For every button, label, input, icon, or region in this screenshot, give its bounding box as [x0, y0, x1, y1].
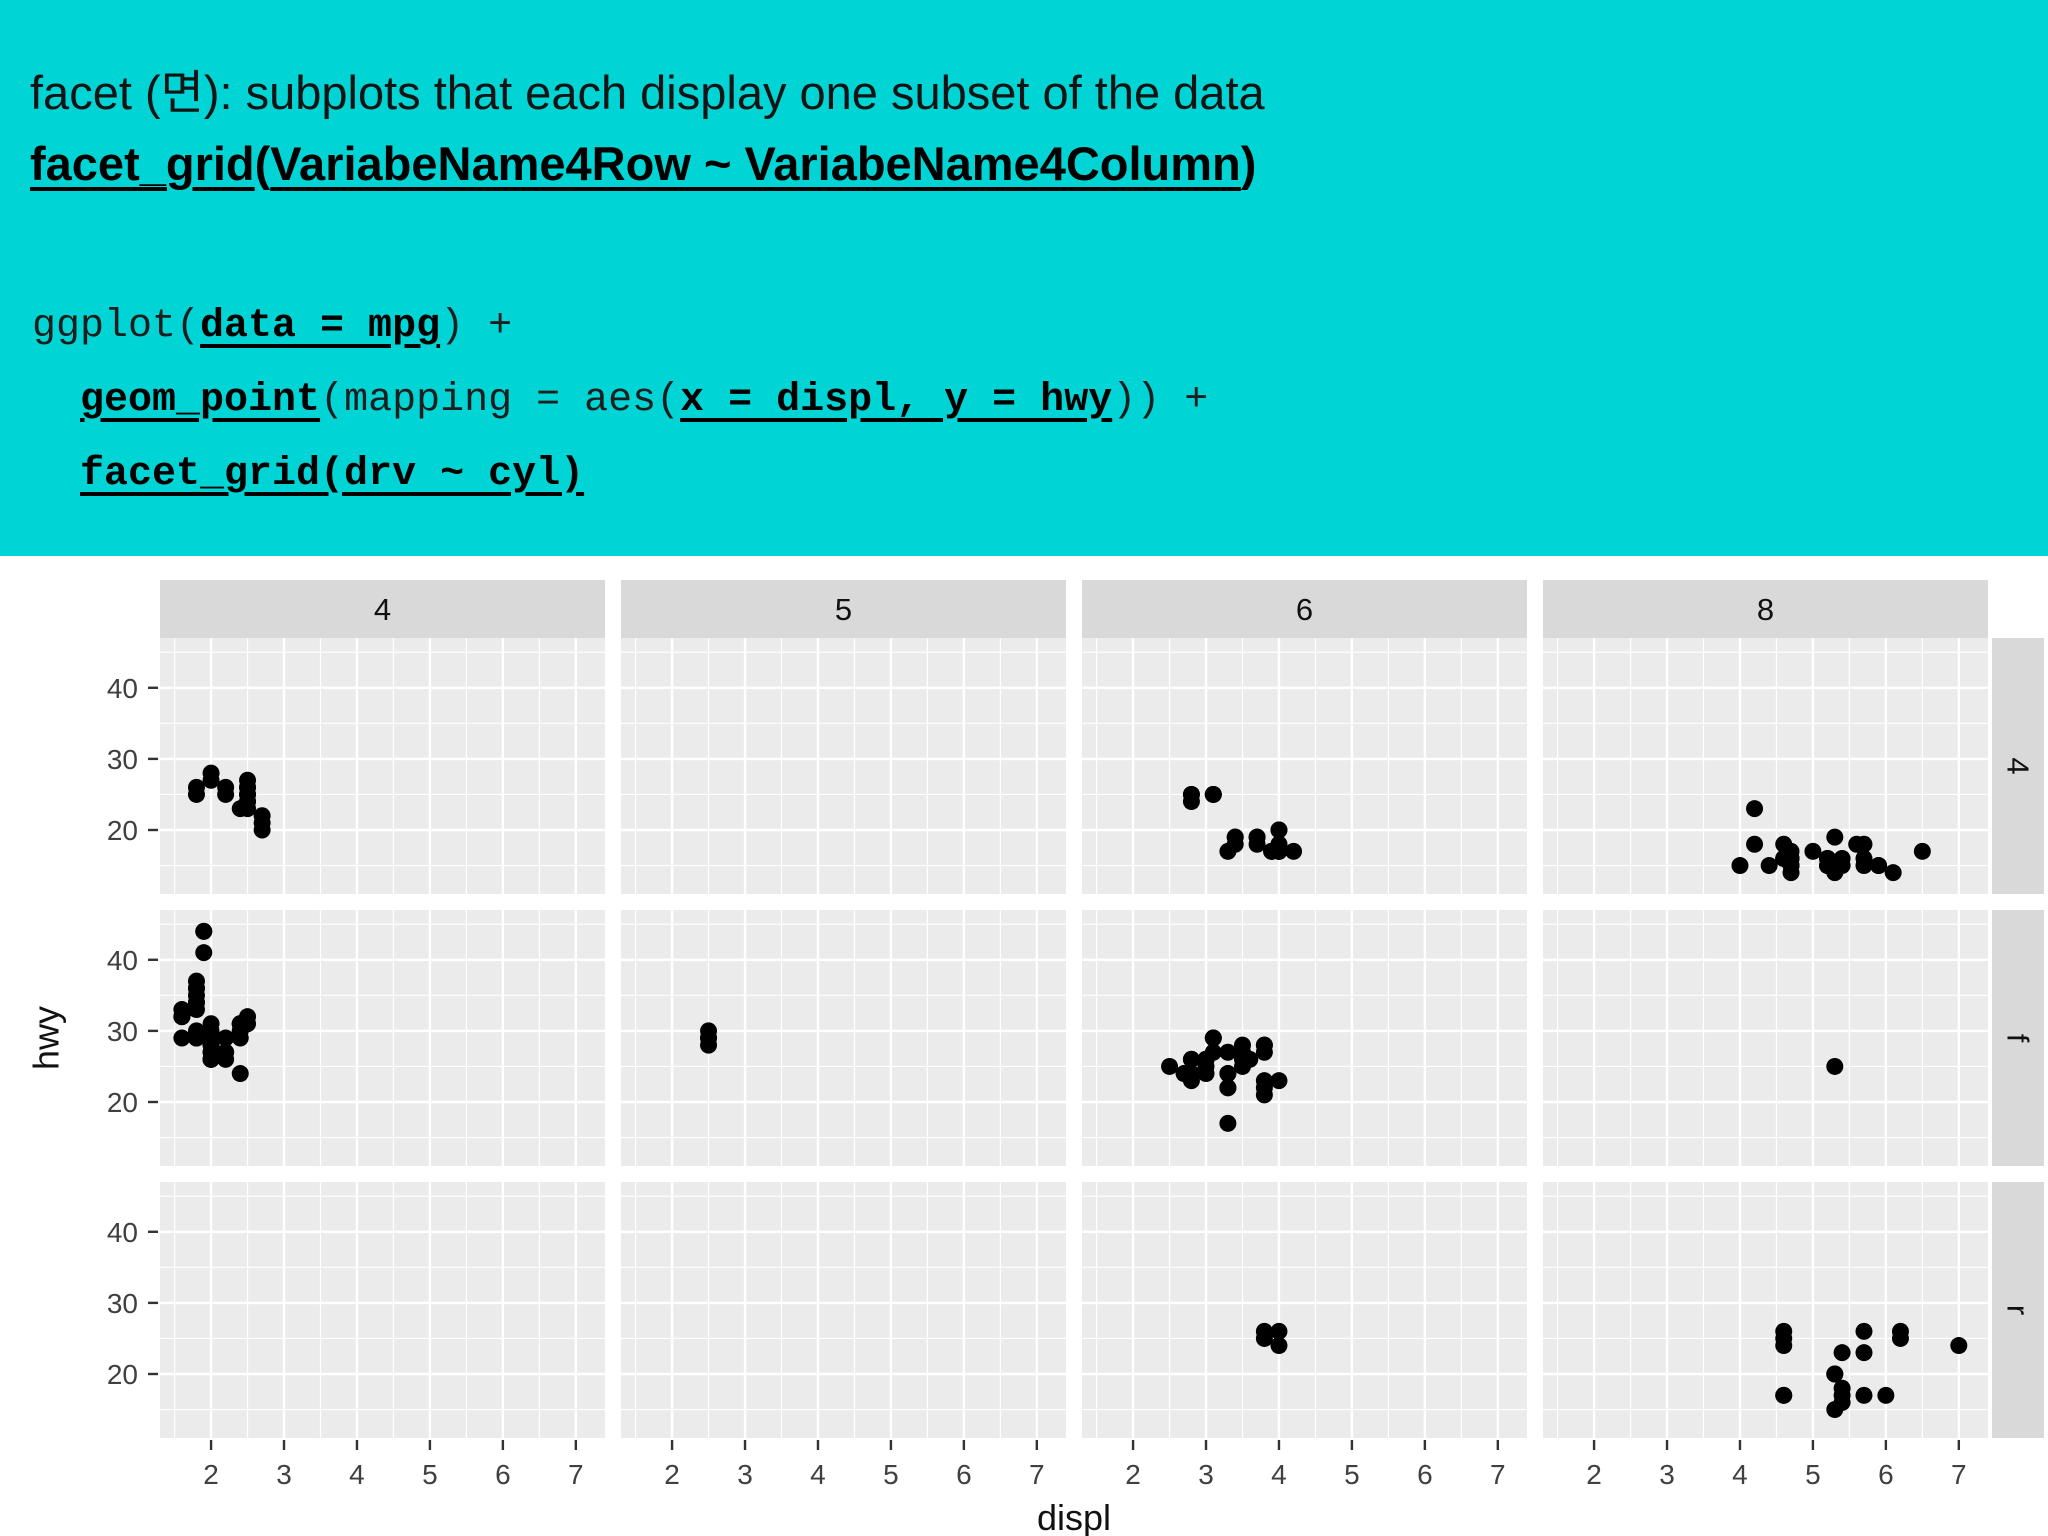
col-strip-label: 8 [1757, 592, 1774, 627]
facet-panel-r-4 [160, 1182, 605, 1438]
points-4-4 [187, 764, 271, 839]
facet-panel-r-5 [621, 1182, 1066, 1438]
y-tick-label: 40 [107, 1217, 138, 1248]
col-strip-label: 4 [374, 592, 391, 627]
col-strip-5: 5 [621, 580, 1066, 638]
row-strip-label: 4 [2001, 757, 2036, 774]
signature-args: VariabeName4Row ~ VariabeName4Column [270, 136, 1241, 190]
x-axis-title: displ [1037, 1497, 1111, 1536]
facet-panel-f-8 [1543, 910, 1988, 1166]
row-strip-r: r [1992, 1182, 2044, 1438]
code-l2-aes-args: x = displ, y = hwy [680, 377, 1113, 423]
facet-panel-r-8 [1543, 1182, 1988, 1438]
points-f-4 [173, 922, 257, 1083]
row-strip-label: f [2001, 1034, 2036, 1043]
x-tick-label: 6 [956, 1459, 972, 1490]
slide-title: facet (면): subplots that each display on… [30, 64, 2008, 123]
y-axis: 20 30 40 20 30 40 20 30 40 [107, 673, 158, 1390]
facet-panel-f-5 [621, 910, 1066, 1166]
row-strip-4: 4 [1992, 638, 2044, 894]
facet-grid-signature: facet_grid(VariabeName4Row ~ VariabeName… [30, 135, 2008, 194]
col-strip-6: 6 [1082, 580, 1527, 638]
points-r-6 [1255, 1322, 1288, 1355]
facet-panel-r-6 [1082, 1182, 1527, 1438]
y-tick-label: 40 [107, 673, 138, 704]
y-tick-label: 30 [107, 1288, 138, 1319]
code-line-1: ggplot(data = mpg) + [32, 304, 512, 349]
code-l2-geom-point: geom_point [80, 377, 321, 423]
y-tick-label: 30 [107, 1016, 138, 1047]
x-tick-label: 4 [810, 1459, 826, 1490]
code-l1-post: ) + [440, 303, 513, 349]
x-tick-label: 5 [1805, 1459, 1821, 1490]
x-tick-label: 4 [349, 1459, 365, 1490]
code-line-3: facet_grid(drv ~ cyl) [32, 452, 584, 497]
col-strip-4: 4 [160, 580, 605, 638]
x-tick-label: 7 [1951, 1459, 1967, 1490]
x-tick-label: 3 [276, 1459, 292, 1490]
row-strip-label: r [2001, 1305, 2036, 1315]
code-l1-pre: ggplot( [32, 303, 201, 349]
x-tick-label: 2 [1125, 1459, 1141, 1490]
col-strip-8: 8 [1543, 580, 1988, 638]
code-l1-data-mpg: data = mpg [200, 303, 441, 349]
points-r-8 [1775, 1322, 1968, 1419]
points-4-6 [1182, 785, 1303, 860]
x-tick-label: 2 [203, 1459, 219, 1490]
signature-open-paren: ( [254, 136, 271, 190]
facet-panel-4-5 [621, 638, 1066, 894]
points-f-8 [1826, 1057, 1844, 1075]
x-tick-label: 2 [1586, 1459, 1602, 1490]
x-tick-label: 2 [664, 1459, 680, 1490]
y-tick-label: 20 [107, 815, 138, 846]
code-l2-post: )) + [1112, 377, 1209, 423]
x-tick-label: 4 [1732, 1459, 1748, 1490]
x-axis: 2 3 4 5 6 7 2 3 4 5 6 7 2 3 4 5 6 7 2 3 4 5 6 7 [203, 1440, 1967, 1490]
x-tick-label: 3 [1198, 1459, 1214, 1490]
facet-scatter-plot: 4 5 6 8 4 f r 20 30 40 20 30 40 20 30 40 2 3 4 5 6 7 2 3 4 5 6 7 2 3 4… [26, 580, 2044, 1536]
code-l2-mid: (mapping = aes( [320, 377, 681, 423]
facet-panel-4-8 [1543, 638, 1988, 894]
points-f-6 [1161, 1029, 1288, 1132]
x-tick-label: 3 [1659, 1459, 1675, 1490]
code-l3-facet-grid: facet_grid(drv ~ cyl) [80, 451, 585, 497]
code-line-2: geom_point(mapping = aes(x = displ, y = … [32, 378, 1208, 423]
y-tick-label: 30 [107, 744, 138, 775]
x-tick-label: 6 [1878, 1459, 1894, 1490]
facet-panel-4-4 [160, 638, 605, 894]
col-strip-label: 5 [835, 592, 852, 627]
code-l2-indent [32, 378, 80, 423]
y-axis-title: hwy [26, 1006, 67, 1070]
x-tick-label: 5 [1344, 1459, 1360, 1490]
points-f-5 [700, 1022, 718, 1054]
y-tick-label: 20 [107, 1359, 138, 1390]
col-strip-label: 6 [1296, 592, 1313, 627]
y-tick-label: 20 [107, 1087, 138, 1118]
x-tick-label: 7 [1490, 1459, 1506, 1490]
facet-panel-f-6 [1082, 910, 1527, 1166]
facet-panel-4-6 [1082, 638, 1527, 894]
code-block: ggplot(data = mpg) + geom_point(mapping … [32, 290, 2008, 512]
y-tick-label: 40 [107, 945, 138, 976]
code-l3-indent [32, 452, 80, 497]
x-tick-label: 3 [737, 1459, 753, 1490]
signature-close-paren: ) [1240, 136, 1257, 190]
x-tick-label: 7 [568, 1459, 584, 1490]
header-banner: facet (면): subplots that each display on… [0, 0, 2048, 556]
x-tick-label: 6 [495, 1459, 511, 1490]
signature-fn: facet_grid [30, 136, 255, 190]
x-tick-label: 6 [1417, 1459, 1433, 1490]
row-strip-f: f [1992, 910, 2044, 1166]
x-tick-label: 5 [422, 1459, 438, 1490]
x-tick-label: 5 [883, 1459, 899, 1490]
facet-panel-f-4 [160, 910, 605, 1166]
points-4-8 [1731, 800, 1931, 882]
x-tick-label: 7 [1029, 1459, 1045, 1490]
slide-title-text: facet (면): subplots that each display on… [30, 66, 1265, 119]
x-tick-label: 4 [1271, 1459, 1287, 1490]
